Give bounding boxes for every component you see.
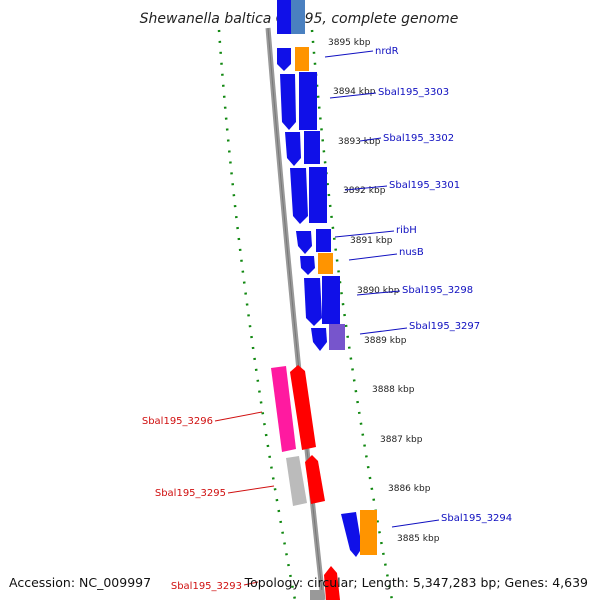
- gene-3298a: [304, 278, 322, 326]
- leader-3296: [214, 411, 263, 422]
- genome-backbone-edge: [267, 27, 324, 600]
- gene-3295b: [305, 455, 325, 504]
- gene-3297a: [311, 328, 327, 351]
- leader-3295: [227, 485, 275, 494]
- gene-3295: [286, 456, 307, 506]
- tick-labels: 3895 kbp 3894 kbp 3893 kbp 3892 kbp 3891…: [328, 38, 440, 544]
- tick-3888: 3888 kbp: [372, 385, 415, 395]
- gene-3294a: [341, 512, 362, 557]
- leader-nrdR: [324, 50, 374, 58]
- label-3298: Sbal195_3298: [402, 285, 473, 296]
- label-3296: Sbal195_3296: [142, 416, 213, 427]
- label-3303: Sbal195_3303: [378, 87, 449, 98]
- topology-text: Topology: circular; Length: 5,347,283 bp…: [244, 575, 588, 590]
- gene-ribH: [316, 229, 331, 252]
- gene-3296: [271, 366, 296, 452]
- label-3301: Sbal195_3301: [389, 180, 460, 191]
- gene-3303: [299, 72, 317, 130]
- gene-nrdR: [295, 47, 309, 71]
- gene-3296b: [290, 365, 316, 450]
- forward-genes: [277, 0, 377, 557]
- tick-3894: 3894 kbp: [333, 87, 376, 97]
- tick-3885: 3885 kbp: [397, 534, 440, 544]
- gene-3302: [304, 131, 320, 164]
- accession-text: Accession: NC_009997: [9, 575, 151, 590]
- gene-ribH-a: [296, 231, 312, 254]
- label-3294: Sbal195_3294: [441, 513, 512, 524]
- leader-ribH: [334, 230, 395, 238]
- tick-3889: 3889 kbp: [364, 336, 407, 346]
- label-3295: Sbal195_3295: [155, 488, 226, 499]
- leader-3293: [243, 581, 259, 586]
- gene-top-a: [277, 0, 291, 34]
- gene-3301a: [290, 168, 308, 224]
- tick-3892: 3892 kbp: [343, 186, 386, 196]
- label-3302: Sbal195_3302: [383, 133, 454, 144]
- tick-3893: 3893 kbp: [338, 137, 381, 147]
- tick-3891: 3891 kbp: [350, 236, 393, 246]
- gene-nusB-a: [300, 256, 315, 275]
- tick-3887: 3887 kbp: [380, 435, 423, 445]
- leader-3302: [359, 137, 382, 142]
- label-ribH: ribH: [396, 225, 417, 236]
- tick-3886: 3886 kbp: [388, 484, 431, 494]
- gene-3293b: [310, 590, 324, 600]
- leader-3298: [356, 290, 401, 296]
- label-3297: Sbal195_3297: [409, 321, 480, 332]
- leader-nusB: [348, 253, 398, 261]
- gene-3293: [324, 566, 340, 600]
- label-nrdR: nrdR: [375, 46, 399, 57]
- leader-3297: [359, 327, 408, 335]
- forward-gene-labels: nrdR Sbal195_3303 Sbal195_3302 Sbal195_3…: [324, 46, 512, 528]
- gene-3302a: [285, 132, 301, 166]
- label-nusB: nusB: [399, 247, 424, 258]
- label-3293: Sbal195_3293: [171, 581, 242, 592]
- gene-top-b: [291, 0, 305, 34]
- gene-3305: [277, 48, 291, 71]
- tick-3895: 3895 kbp: [328, 38, 371, 48]
- gene-nusB: [318, 253, 333, 274]
- reverse-gene-labels: Sbal195_3296 Sbal195_3295 Sbal195_3293: [142, 411, 275, 592]
- gene-3304: [280, 74, 296, 130]
- gene-3297: [329, 324, 345, 350]
- gene-3301: [309, 167, 327, 223]
- gene-3298: [322, 276, 340, 324]
- gene-3294: [360, 510, 377, 555]
- reverse-genes: [271, 365, 340, 600]
- tick-3890: 3890 kbp: [357, 286, 400, 296]
- leader-3294: [391, 519, 440, 528]
- leader-3301: [344, 185, 388, 191]
- leader-3303: [329, 92, 377, 99]
